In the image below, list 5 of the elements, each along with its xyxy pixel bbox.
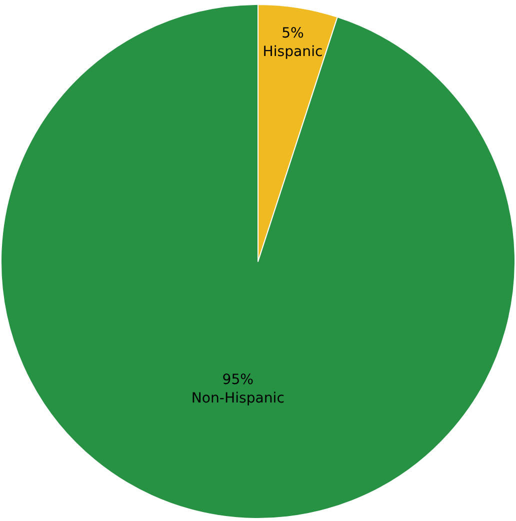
data-label: 95% xyxy=(222,372,254,388)
slice-label: Hispanic xyxy=(262,44,323,60)
slice-label: Non-Hispanic xyxy=(191,390,284,406)
pie-slice xyxy=(0,4,516,519)
data-label: 5% xyxy=(282,26,304,42)
